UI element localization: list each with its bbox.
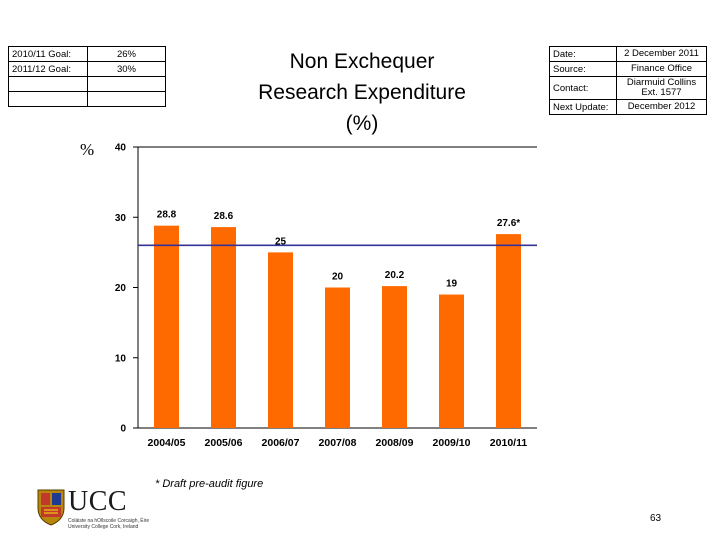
data-label: 25 [275, 236, 287, 247]
y-tick-label: 40 [115, 143, 127, 154]
ucc-crest-icon [37, 489, 65, 526]
title-line: Non Exchequer [289, 50, 435, 73]
goal-row: 2011/12 Goal: 30% [8, 61, 166, 77]
x-tick-label: 2009/10 [433, 437, 471, 449]
data-label: 20.2 [385, 270, 405, 281]
ucc-logo-text: UCC [68, 486, 128, 517]
y-tick-label: 20 [115, 283, 127, 294]
x-tick-label: 2007/08 [319, 437, 357, 449]
goal-value [87, 91, 166, 107]
bar [268, 252, 293, 428]
meta-value: Diarmuid Collins Ext. 1577 [616, 76, 707, 100]
bar [439, 294, 464, 428]
x-tick-label: 2010/11 [490, 437, 528, 449]
ucc-logo-subtitle: University College Cork, Ireland [68, 524, 139, 530]
y-axis-label: % [80, 140, 95, 159]
x-tick-label: 2004/05 [148, 437, 186, 449]
bar [382, 286, 407, 428]
data-label: 28.6 [214, 211, 234, 222]
meta-label: Contact: [549, 76, 617, 100]
bar [325, 287, 350, 428]
data-label: 19 [446, 279, 458, 290]
data-label: 20 [332, 272, 344, 283]
y-tick-label: 0 [120, 424, 126, 435]
chart-title: Non Exchequer Research Expenditure (%) [228, 46, 496, 139]
meta-table: Date: 2 December 2011 Source: Finance Of… [549, 46, 707, 115]
meta-row: Contact: Diarmuid Collins Ext. 1577 [549, 76, 707, 100]
meta-row: Date: 2 December 2011 [549, 46, 707, 62]
goal-row: 2010/11 Goal: 26% [8, 46, 166, 62]
bar [211, 227, 236, 428]
data-label: 27.6* [497, 218, 520, 229]
bar [154, 225, 179, 428]
meta-row: Next Update: December 2012 [549, 99, 707, 115]
meta-value: December 2012 [616, 99, 707, 115]
bar [496, 234, 521, 428]
goal-row [8, 76, 166, 92]
goal-row [8, 91, 166, 107]
data-label: 28.8 [157, 210, 177, 221]
title-line: Research Expenditure [258, 81, 466, 104]
ucc-logo-subtitle: Coláiste na hOllscoile Corcaigh, Éire [68, 518, 150, 524]
goals-table: 2010/11 Goal: 26% 2011/12 Goal: 30% [8, 46, 166, 107]
y-tick-label: 10 [115, 353, 127, 364]
x-tick-label: 2005/06 [205, 437, 243, 449]
y-tick-label: 30 [115, 213, 127, 224]
page-number: 63 [650, 513, 662, 524]
footnote: * Draft pre-audit figure [155, 478, 264, 490]
x-tick-label: 2008/09 [376, 437, 414, 449]
title-line: (%) [345, 112, 379, 135]
x-tick-label: 2006/07 [262, 437, 300, 449]
